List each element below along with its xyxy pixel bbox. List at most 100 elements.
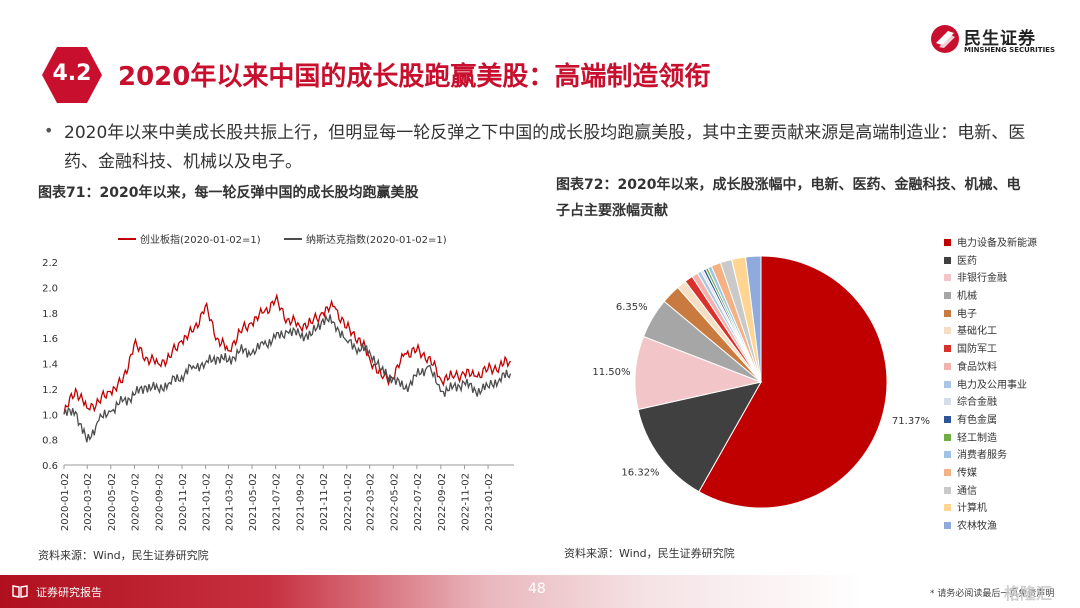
legend-label: 轻工制造 bbox=[957, 432, 997, 444]
legend-label: 通信 bbox=[957, 485, 977, 497]
legend-item: 电子 bbox=[944, 305, 1074, 323]
legend-label: 机械 bbox=[957, 291, 977, 303]
x-tick-label: 2021-01-02 bbox=[202, 473, 213, 531]
x-tick-label: 2020-11-02 bbox=[178, 473, 189, 531]
legend-item: 食品饮料 bbox=[944, 358, 1074, 376]
legend-item: 医药 bbox=[944, 252, 1074, 270]
y-tick-label: 1.4 bbox=[42, 360, 58, 371]
legend-label: 计算机 bbox=[957, 503, 987, 515]
slice-data-label: 11.50% bbox=[592, 367, 630, 378]
legend-label: 电力及公用事业 bbox=[957, 379, 1027, 391]
legend-item: 国防军工 bbox=[944, 340, 1074, 358]
slice-data-label: 16.32% bbox=[621, 467, 659, 478]
legend-item: 综合金融 bbox=[944, 393, 1074, 411]
figure2-source: 资料来源：Wind，民生证券研究院 bbox=[564, 547, 735, 560]
legend-swatch bbox=[944, 309, 951, 317]
legend-swatch bbox=[944, 415, 951, 423]
legend-swatch bbox=[944, 433, 951, 441]
x-tick-label: 2023-01-02 bbox=[484, 473, 495, 531]
watermark: 格隆汇 bbox=[1004, 584, 1053, 603]
section-badge: 4.2 bbox=[42, 47, 102, 103]
series-line bbox=[63, 313, 512, 443]
x-tick-label: 2021-11-02 bbox=[319, 473, 330, 531]
legend-swatch bbox=[944, 522, 951, 529]
section-number: 4.2 bbox=[52, 61, 92, 86]
legend-label: 非银行金融 bbox=[957, 273, 1007, 285]
legend-label: 消费者服务 bbox=[957, 450, 1007, 462]
company-logo: 民生证券 MINSHENG SECURITIES bbox=[930, 22, 1055, 58]
x-tick-label: 2021-09-02 bbox=[296, 473, 307, 531]
book-icon bbox=[12, 585, 28, 598]
x-tick-label: 2020-07-02 bbox=[130, 473, 141, 531]
legend-swatch bbox=[944, 362, 951, 370]
legend-item: 计算机 bbox=[944, 499, 1074, 517]
legend-label: 电力设备及新能源 bbox=[957, 238, 1037, 249]
legend-label: 基础化工 bbox=[957, 326, 997, 338]
page-title: 2020年以来中国的成长股跑赢美股：高端制造领衔 bbox=[118, 62, 711, 92]
figure1-title: 图表71：2020年以来，每一轮反弹中国的成长股均跑赢美股 bbox=[38, 185, 419, 201]
legend-item: 农林牧渔 bbox=[944, 517, 1074, 535]
pie-slice bbox=[698, 255, 888, 509]
y-tick-label: 2.2 bbox=[42, 258, 58, 269]
y-tick-label: 2.0 bbox=[42, 283, 58, 294]
bullet-icon: • bbox=[44, 121, 54, 140]
y-tick-label: 1.2 bbox=[42, 385, 58, 396]
legend-label: 国防军工 bbox=[957, 344, 997, 356]
logo-mark-icon bbox=[931, 25, 959, 53]
x-tick-label: 2022-11-02 bbox=[460, 473, 471, 531]
pie-chart: 71.37% 16.32% 11.50% 6.35% bbox=[592, 255, 930, 509]
legend-swatch bbox=[944, 504, 951, 512]
legend-item: 基础化工 bbox=[944, 322, 1074, 340]
figure2-title: 图表72：2020年以来，成长股涨幅中，电新、医药、金融科技、机械、电子占主要涨… bbox=[556, 177, 1021, 219]
legend-swatch bbox=[944, 345, 951, 353]
legend-swatch bbox=[944, 292, 951, 300]
x-tick-label: 2020-09-02 bbox=[154, 473, 165, 531]
legend-item: 消费者服务 bbox=[944, 446, 1074, 464]
legend-swatch bbox=[944, 327, 951, 335]
legend-swatch bbox=[944, 486, 951, 494]
legend-label: 纳斯达克指数(2020-01-02=1) bbox=[306, 233, 447, 246]
pie-slice bbox=[744, 255, 762, 383]
line-chart: 0.6 0.8 1.0 1.2 1.4 1.6 1.8 2.0 2.2 2020-01-02 202… bbox=[42, 233, 514, 531]
x-tick-label: 2020-03-02 bbox=[83, 473, 94, 531]
x-tick-label: 2022-07-02 bbox=[413, 473, 424, 531]
slice-data-label: 6.35% bbox=[616, 302, 648, 313]
legend-label: 有色金属 bbox=[957, 414, 997, 426]
series-line bbox=[63, 292, 512, 415]
pie-legend: 电力设备及新能源 医药非银行金融机械电子基础化工国防军工食品饮料电力及公用事业综合… bbox=[944, 234, 1074, 535]
x-tick-label: 2021-05-02 bbox=[248, 473, 259, 531]
legend-swatch bbox=[944, 451, 951, 459]
y-tick-label: 0.8 bbox=[42, 436, 58, 447]
pie-slice bbox=[637, 381, 762, 493]
x-tick-label: 2022-05-02 bbox=[389, 473, 400, 531]
x-tick-label: 2022-01-02 bbox=[343, 473, 354, 531]
legend-swatch bbox=[944, 274, 951, 282]
legend-item: 电力设备及新能源 bbox=[944, 234, 1074, 252]
legend-label: 电子 bbox=[957, 308, 977, 320]
x-tick-label: 2021-03-02 bbox=[224, 473, 235, 531]
disclaimer-note: * 请务必阅读最后一页免责声明 bbox=[930, 589, 1055, 599]
page-number: 48 bbox=[528, 581, 546, 597]
x-tick-label: 2021-07-02 bbox=[272, 473, 283, 531]
y-tick-label: 0.6 bbox=[42, 461, 58, 472]
footer-label: 证券研究报告 bbox=[36, 586, 102, 599]
legend-item: 电力及公用事业 bbox=[944, 376, 1074, 394]
y-tick-label: 1.6 bbox=[42, 334, 58, 345]
y-tick-label: 1.8 bbox=[42, 309, 58, 320]
legend-item: 有色金属 bbox=[944, 411, 1074, 429]
y-tick-label: 1.0 bbox=[42, 410, 58, 421]
legend-swatch bbox=[944, 256, 951, 264]
legend-item: 非银行金融 bbox=[944, 269, 1074, 287]
legend-label: 传媒 bbox=[957, 467, 977, 479]
legend-item: 机械 bbox=[944, 287, 1074, 305]
slice-data-label: 71.37% bbox=[892, 416, 930, 427]
logo-name-en: MINSHENG SECURITIES bbox=[964, 46, 1055, 54]
legend-swatch bbox=[944, 398, 951, 406]
x-tick-label: 2020-01-02 bbox=[60, 473, 71, 531]
legend-swatch bbox=[944, 239, 951, 246]
legend-swatch bbox=[944, 468, 951, 476]
legend-label: 农林牧渔 bbox=[957, 521, 997, 532]
figure1-source: 资料来源：Wind，民生证券研究院 bbox=[38, 549, 209, 562]
logo-name-cn: 民生证券 bbox=[964, 29, 1036, 49]
legend-label: 医药 bbox=[957, 255, 977, 267]
